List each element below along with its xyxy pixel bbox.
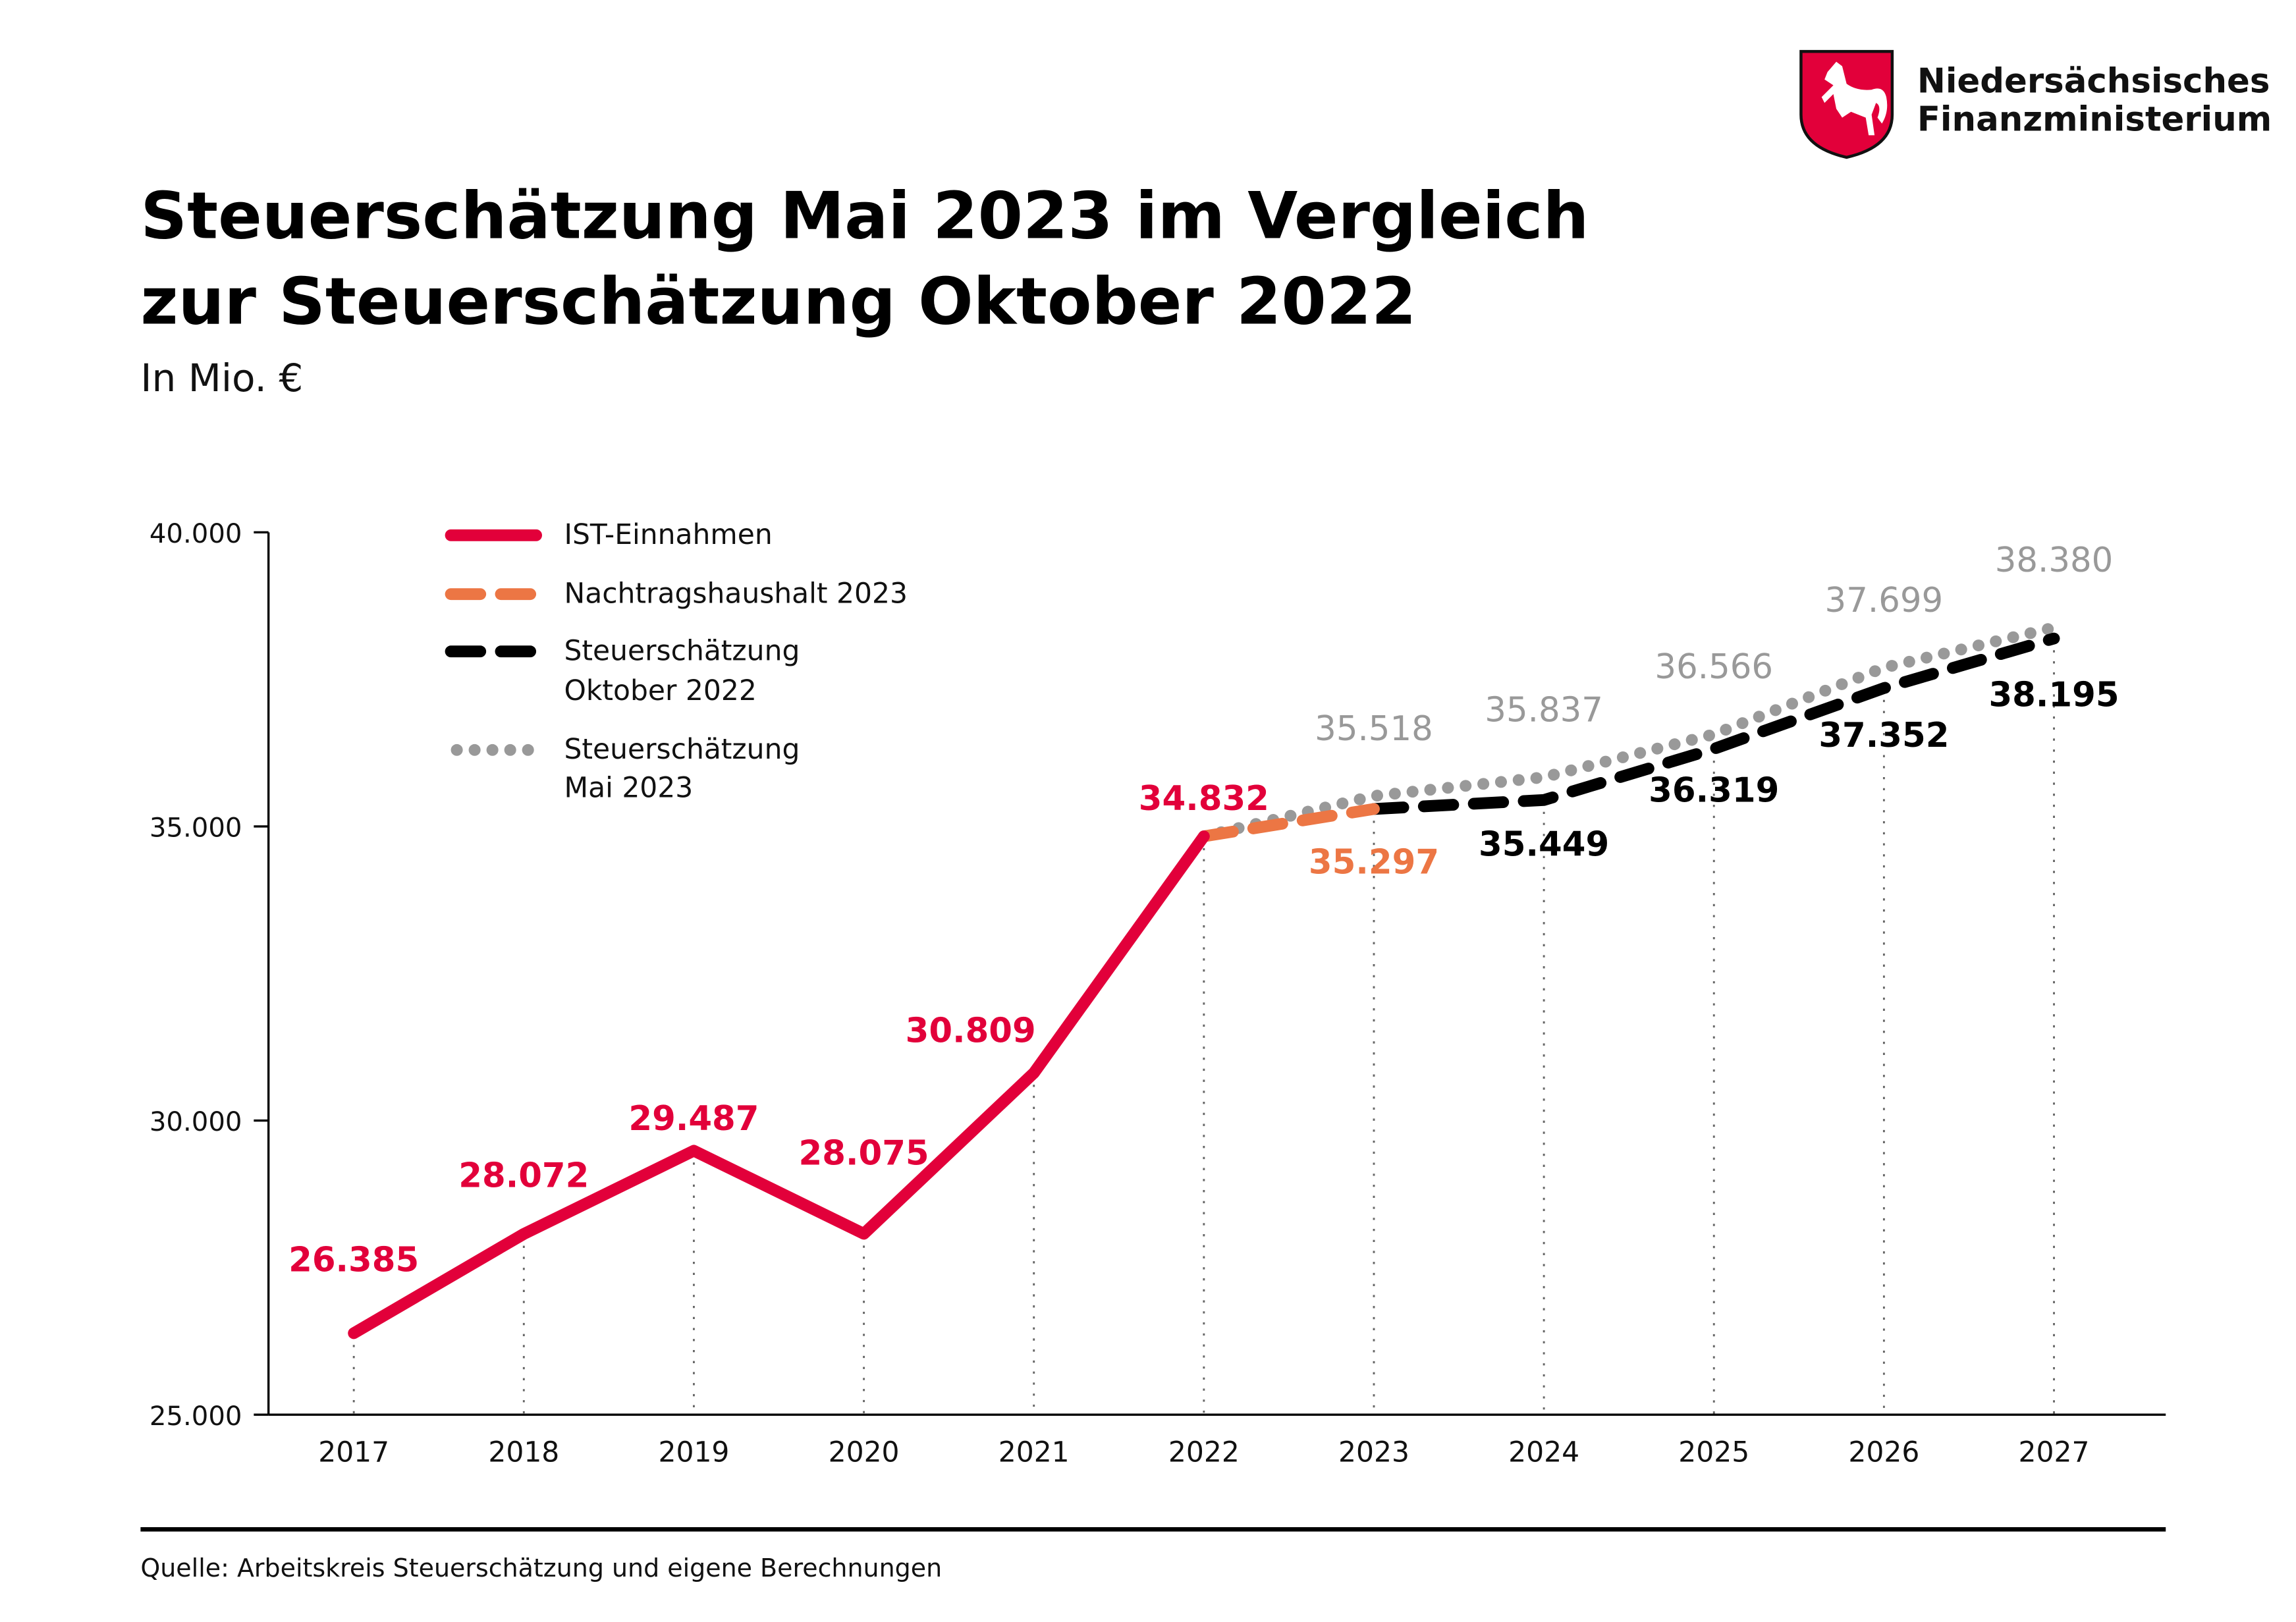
data-label: 26.385 — [288, 1241, 419, 1280]
ministry-logo: Niedersächsisches Finanzministerium — [1799, 49, 2272, 159]
chart-title-line1: Steuerschätzung Mai 2023 im Vergleich — [140, 179, 1589, 254]
chart-subtitle: In Mio. € — [140, 356, 303, 400]
x-tick-label: 2027 — [2019, 1437, 2090, 1469]
data-label: 34.832 — [1139, 779, 1269, 819]
x-tick-label: 2024 — [1508, 1437, 1579, 1469]
series-line-3 — [1197, 622, 2060, 842]
y-tick-label: 40.000 — [150, 519, 242, 549]
data-label: 29.487 — [628, 1099, 759, 1139]
logo-text-line1: Niedersächsisches — [1917, 62, 2270, 101]
y-tick-label: 25.000 — [150, 1401, 242, 1432]
x-tick-label: 2019 — [658, 1437, 729, 1469]
x-tick-label: 2022 — [1168, 1437, 1240, 1469]
data-label: 35.837 — [1485, 690, 1603, 730]
x-tick-label: 2025 — [1678, 1437, 1749, 1469]
legend-label-mai-line1: Steuerschätzung — [564, 734, 800, 766]
legend-label-ist: IST-Einnahmen — [564, 519, 772, 551]
data-label: 35.449 — [1479, 825, 1609, 865]
legend-label-oktober-line2: Oktober 2022 — [564, 675, 756, 707]
data-label: 35.297 — [1309, 843, 1439, 882]
data-label: 36.319 — [1649, 771, 1779, 811]
legend: IST-Einnahmen Nachtragshaushalt 2023 Ste… — [445, 519, 908, 804]
series-line-0 — [348, 830, 1210, 1339]
data-label: 38.380 — [1995, 541, 2114, 580]
x-tick-label: 2023 — [1338, 1437, 1409, 1469]
data-label: 28.075 — [799, 1134, 929, 1174]
x-tick-label: 2018 — [488, 1437, 559, 1469]
legend-label-oktober-line1: Steuerschätzung — [564, 635, 800, 668]
x-tick-label: 2017 — [318, 1437, 389, 1469]
legend-label-nachtrag: Nachtragshaushalt 2023 — [564, 578, 907, 610]
legend-label-mai-line2: Mai 2023 — [564, 772, 693, 804]
data-label: 35.518 — [1315, 709, 1433, 749]
chart-title-line2: zur Steuerschätzung Oktober 2022 — [140, 264, 1416, 339]
horse-icon — [1821, 61, 1888, 136]
source-note: Quelle: Arbeitskreis Steuerschätzung und… — [140, 1554, 942, 1582]
data-label: 38.195 — [1988, 675, 2119, 715]
y-tick-label: 35.000 — [150, 813, 242, 844]
x-tick-label: 2020 — [829, 1437, 900, 1469]
series-line-1 — [1197, 803, 1380, 842]
x-tick-label: 2021 — [998, 1437, 1070, 1469]
data-label: 30.809 — [906, 1011, 1036, 1050]
plot-area: 25.000 30.000 35.000 40.000 2017 2018 2019 2020… — [150, 519, 2166, 1469]
logo-text-line2: Finanzministerium — [1917, 100, 2272, 140]
x-tick-label: 2026 — [1848, 1437, 1919, 1469]
y-tick-label: 30.000 — [150, 1107, 242, 1137]
data-label: 36.566 — [1654, 647, 1773, 687]
data-label: 37.699 — [1825, 581, 1944, 620]
data-label: 28.072 — [458, 1156, 589, 1195]
data-label: 37.352 — [1818, 716, 1949, 755]
